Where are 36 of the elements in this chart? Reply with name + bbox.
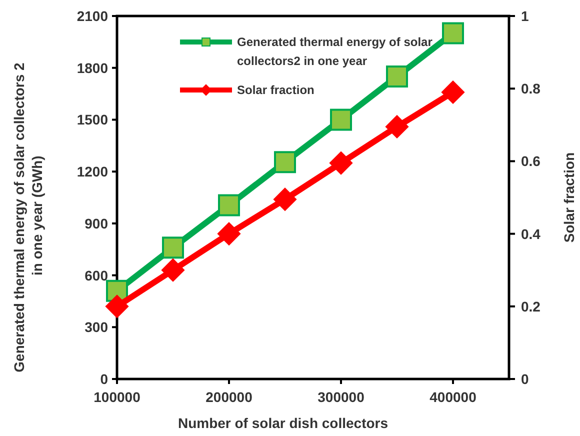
y-tick-label: 2100 — [76, 8, 108, 24]
point — [330, 108, 352, 131]
y2-tick-label: 0 — [521, 371, 529, 387]
point — [442, 22, 464, 44]
point — [274, 188, 296, 211]
x-tick-label: 200000 — [206, 389, 253, 405]
x-tick-label: 100000 — [94, 389, 141, 405]
x-axis-title: Number of solar dish collectors — [178, 415, 388, 431]
y2-tick-label: 0.6 — [521, 153, 541, 170]
y-tick-label: 1800 — [76, 60, 108, 76]
y2-tick-label: 1 — [521, 8, 529, 24]
point — [106, 295, 128, 318]
y-tick-label: 300 — [84, 319, 108, 336]
y-tick-label: 1500 — [76, 112, 108, 128]
point — [330, 152, 352, 174]
y2-tick-label: 0.4 — [521, 226, 541, 242]
y-tick-label: 1200 — [76, 164, 108, 180]
x-tick-label: 400000 — [430, 389, 477, 405]
y-tick-label: 0 — [100, 371, 108, 387]
point — [162, 236, 184, 259]
point — [218, 222, 240, 246]
y2-axis-title: Solar fraction — [561, 152, 577, 243]
point — [162, 258, 184, 282]
x-tick-label: 300000 — [318, 389, 365, 405]
point — [274, 151, 296, 174]
legend-label: Generated thermal energy of solar collectors2 in one year — [237, 35, 433, 68]
y2-tick-label: 0.2 — [521, 298, 541, 314]
y-tick-label: 900 — [84, 215, 108, 232]
point — [218, 194, 240, 216]
legend-label: Solar fraction — [237, 83, 314, 97]
y-axis-title: Generated thermal energy of solar collectors 2 in one year (GWh) — [11, 62, 45, 372]
point — [442, 80, 464, 104]
point — [386, 66, 408, 88]
y-tick-label: 600 — [84, 267, 108, 284]
y2-tick-label: 0.8 — [521, 80, 541, 97]
point — [386, 115, 408, 138]
